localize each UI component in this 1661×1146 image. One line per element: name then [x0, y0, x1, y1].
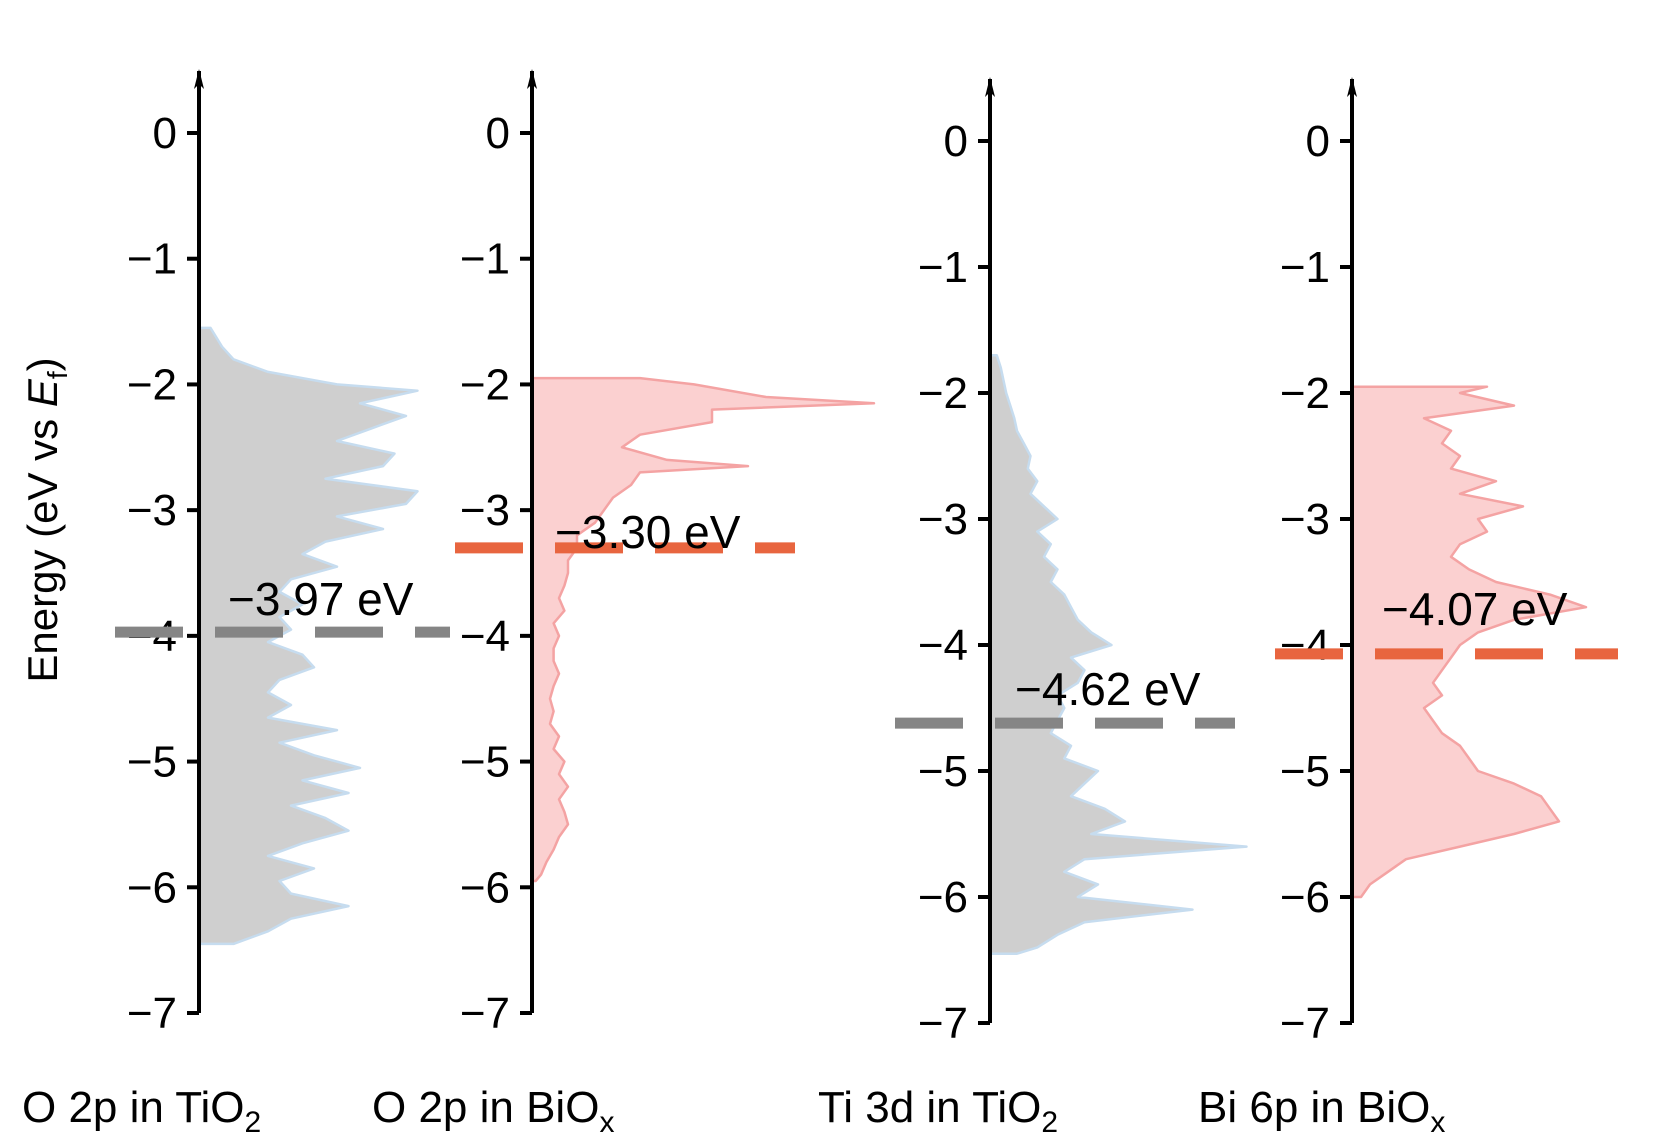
y-tick-label: 0: [486, 109, 510, 158]
dos-area: [988, 353, 1248, 955]
y-tick-label: −6: [918, 873, 968, 922]
y-tick-label: −1: [127, 235, 177, 284]
dos-area: [197, 326, 419, 946]
y-tick-label: −4: [1280, 621, 1330, 670]
panel-4: 0 −1 −2 −3 −4 −5 −6 −7 −4.07 eV Bi 6p in BiOx: [1198, 77, 1618, 1139]
y-tick-label: −7: [127, 989, 177, 1038]
y-tick-label: −1: [918, 243, 968, 292]
band-center-annotation: −3.30 eV: [555, 506, 741, 558]
y-tick-label: −7: [918, 999, 968, 1048]
panel-3: 0 −1 −2 −3 −4 −5 −6 −7 −4.62 eV Ti 3d in TiO2: [818, 77, 1248, 1139]
y-tick-label: −2: [127, 360, 177, 409]
dos-area: [530, 376, 876, 883]
panel-label: Bi 6p in BiOx: [1198, 1083, 1445, 1139]
y-tick-label: 0: [1306, 117, 1330, 166]
y-tick-label: −2: [918, 369, 968, 418]
panel-2: 0 −1 −2 −3 −4 −5 −6 −7 −3.30 eV O 2p in BiOx: [372, 69, 876, 1139]
y-tick-label: −4: [460, 612, 510, 661]
panel-label: Ti 3d in TiO2: [818, 1083, 1058, 1139]
y-tick-label: −6: [460, 863, 510, 912]
band-center-annotation: −4.62 eV: [1015, 663, 1201, 715]
y-tick-label: 0: [153, 109, 177, 158]
y-tick-label: −1: [460, 235, 510, 284]
y-tick-label: −6: [127, 863, 177, 912]
y-tick-label: −7: [460, 989, 510, 1038]
y-axis-title-main: Energy (eV vs: [19, 407, 66, 682]
y-tick-label: −3: [127, 486, 177, 535]
y-tick-label: −3: [1280, 495, 1330, 544]
y-tick-label: −2: [460, 360, 510, 409]
dos-panels: 0 −1 −2 −3 −4 −5 −6 −7 −3.97 eV O 2p in TiO2 0 −1 −2…: [22, 69, 1618, 1139]
dos-area: [1350, 385, 1588, 899]
y-tick-label: −7: [1280, 999, 1330, 1048]
band-center-annotation: −4.07 eV: [1382, 583, 1568, 635]
y-tick-label: −3: [918, 495, 968, 544]
y-tick-label: −3: [460, 486, 510, 535]
panel-1: 0−1−2−3−4−5−6−7−3.97 eVO 2p in TiO2: [22, 69, 450, 1139]
y-axis-title-sub: f: [42, 371, 73, 379]
y-axis-title-italic: E: [19, 378, 66, 407]
y-axis-title: Energy (eV vs Ef): [19, 357, 73, 682]
panel-label: O 2p in BiOx: [372, 1083, 614, 1139]
y-tick-label: −2: [1280, 369, 1330, 418]
y-tick-label: −1: [1280, 243, 1330, 292]
y-tick-label: −5: [918, 747, 968, 796]
y-tick-label: −5: [127, 738, 177, 787]
y-tick-label: −4: [918, 621, 968, 670]
y-tick-label: −6: [1280, 873, 1330, 922]
y-tick-label: −5: [1280, 747, 1330, 796]
y-tick-label: −5: [460, 738, 510, 787]
y-axis-title-end: ): [19, 357, 66, 371]
y-tick-label: 0: [944, 117, 968, 166]
band-center-annotation: −3.97 eV: [228, 573, 414, 625]
panel-label: O 2p in TiO2: [22, 1083, 261, 1139]
